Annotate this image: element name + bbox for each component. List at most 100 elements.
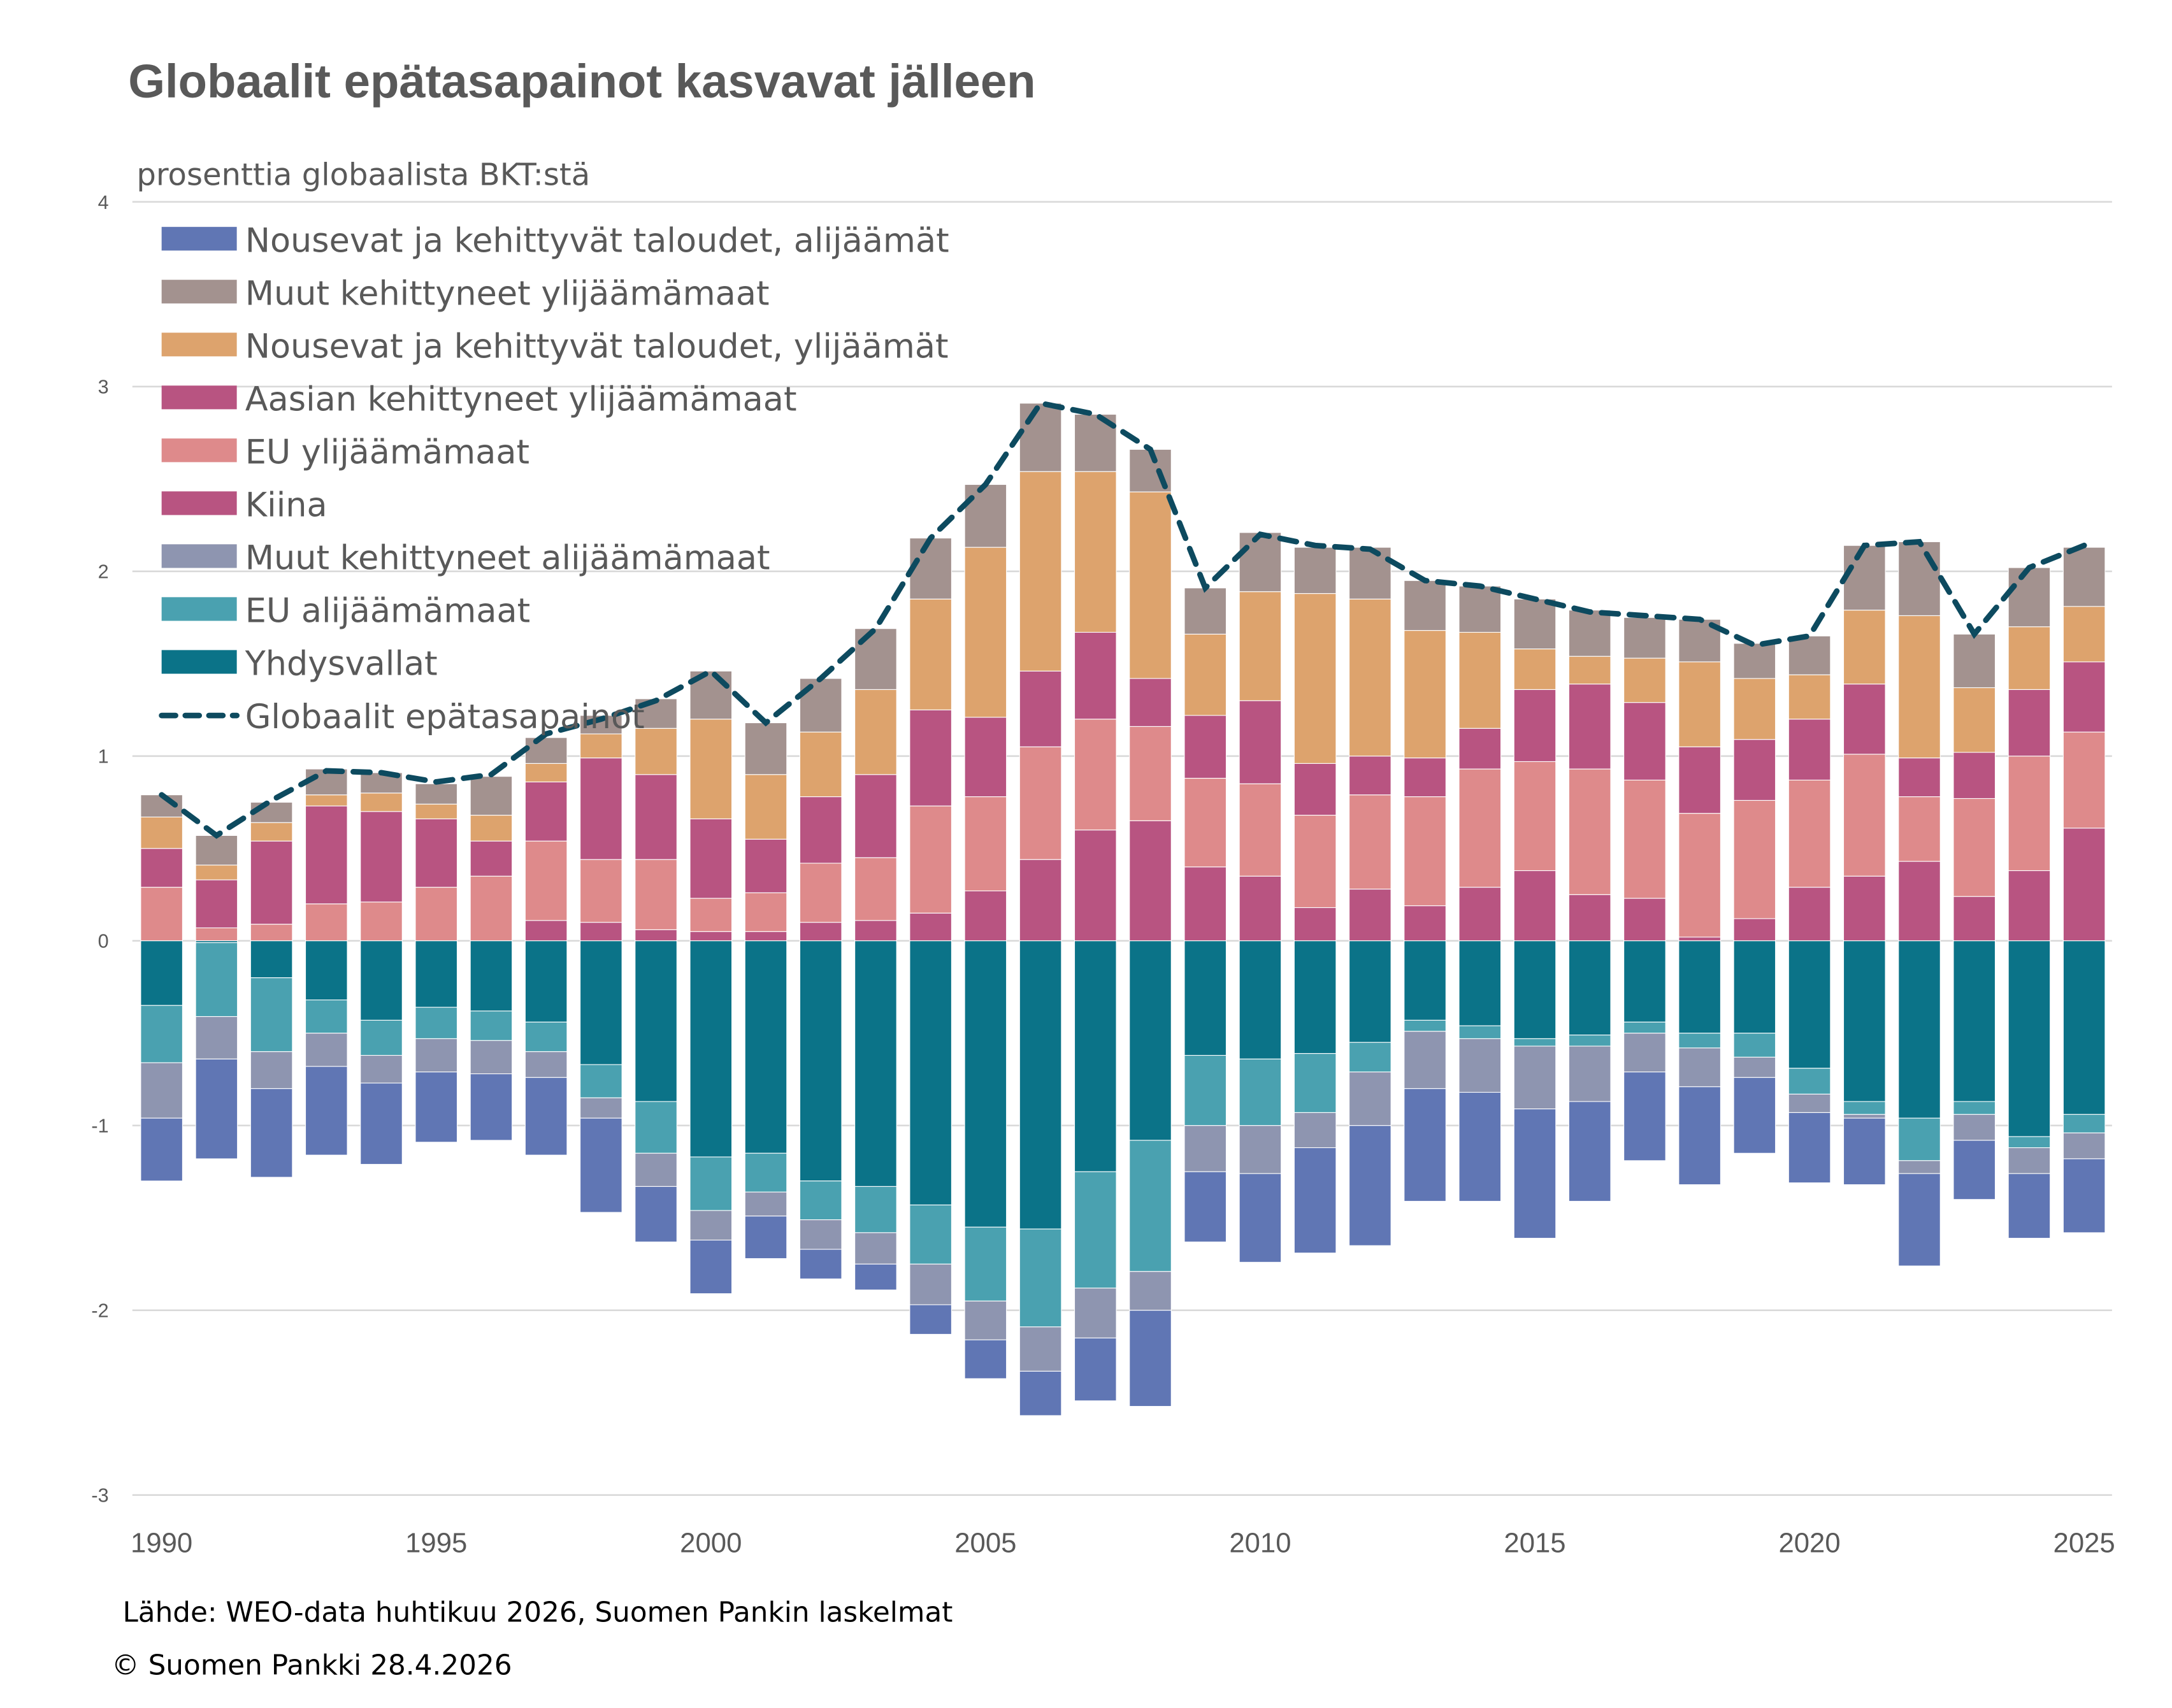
bar-segment — [1404, 1019, 1446, 1032]
bar-segment — [1898, 940, 1941, 1119]
bar-segment — [1513, 598, 1557, 650]
bar-segment — [1513, 1109, 1557, 1239]
bar-segment — [250, 1051, 293, 1089]
bar-segment — [1788, 887, 1831, 942]
bar-segment — [964, 940, 1007, 1228]
bar-segment — [1898, 615, 1941, 759]
bar-segment — [1733, 1056, 1776, 1078]
copyright-note: © Suomen Pankki 28.4.2026 — [111, 1649, 512, 1682]
bar-segment — [1349, 889, 1392, 942]
y-tick-label: 3 — [98, 377, 109, 398]
bar-segment — [1019, 1326, 1062, 1372]
bar-segment — [305, 903, 348, 942]
bar-segment — [1458, 1038, 1502, 1093]
bar-segment — [1239, 532, 1282, 592]
bar-segment — [1019, 1228, 1062, 1328]
bar-segment — [2062, 828, 2106, 942]
bar-segment — [1843, 875, 1886, 942]
bar-segment — [2008, 1136, 2051, 1149]
bar-segment — [635, 728, 677, 775]
bar-segment — [744, 722, 788, 775]
bar-segment — [524, 781, 568, 842]
legend: Nousevat ja kehittyvät taloudet, alijääm… — [159, 221, 949, 736]
bar-segment — [1074, 1288, 1117, 1338]
bar-segment — [1074, 1337, 1117, 1402]
bar-segment — [470, 875, 513, 942]
bar-segment — [1623, 1021, 1666, 1034]
bar-segment — [799, 1219, 842, 1250]
bar-segment — [580, 1117, 622, 1213]
bar-segment — [524, 940, 568, 1023]
bar-segment — [1184, 587, 1227, 635]
bar-segment — [799, 1249, 842, 1279]
bar-segment — [799, 922, 842, 942]
bar-segment — [1678, 661, 1721, 747]
source-note: Lähde: WEO-data huhtikuu 2026, Suomen Pa… — [122, 1597, 953, 1629]
bar-segment — [744, 838, 788, 893]
bar-segment — [195, 1058, 238, 1159]
bar-segment — [2008, 626, 2051, 690]
bar-segment — [1898, 796, 1941, 862]
bar-segment — [305, 805, 348, 905]
bar-segment — [1788, 635, 1831, 675]
bar-segment — [1953, 1140, 1996, 1200]
bar-segment — [2008, 870, 2051, 942]
bar-segment — [195, 1016, 238, 1059]
bar-segment — [1898, 861, 1941, 942]
bar-segment — [1074, 631, 1117, 720]
bar-segment — [524, 1051, 568, 1078]
bar-segment — [1129, 1140, 1172, 1272]
bar-segment — [195, 835, 238, 866]
x-tick-label: 2000 — [680, 1527, 742, 1558]
bar-segment — [964, 1226, 1007, 1302]
x-tick-label: 1990 — [131, 1527, 192, 1558]
bar-segment — [1568, 940, 1611, 1036]
bar-segment — [195, 942, 238, 1017]
bar-segment — [1953, 798, 1996, 897]
bar-segment — [744, 940, 788, 1154]
bar-segment — [1513, 940, 1557, 1039]
bar-segment — [360, 901, 403, 942]
bar-segment — [1953, 687, 1996, 753]
bar-segment — [1019, 471, 1062, 671]
bar-segment — [1239, 940, 1282, 1059]
bar-segment — [1733, 1033, 1776, 1058]
bar-segment — [1239, 1125, 1282, 1174]
bar-segment — [1788, 779, 1831, 888]
bar-segment — [1568, 1035, 1611, 1047]
bar-segment — [2062, 1158, 2106, 1233]
bar-segment — [1733, 678, 1776, 740]
bar-segment — [470, 815, 513, 842]
bar-segment — [1404, 940, 1446, 1021]
bar-segment — [2062, 547, 2106, 607]
bar-segment — [1623, 617, 1666, 659]
bar-segment — [1458, 1025, 1502, 1039]
bar-segment — [1843, 684, 1886, 755]
bar-segment — [2008, 940, 2051, 1137]
legend-label: Kiina — [245, 486, 327, 525]
bar-segment — [1733, 643, 1776, 679]
bar-segment — [1898, 757, 1941, 798]
bar-segment — [909, 538, 952, 599]
bar-segment — [1404, 1031, 1446, 1089]
bar-segment — [140, 940, 183, 1006]
bar-segment — [1568, 656, 1611, 685]
bar-segment — [635, 929, 677, 942]
bar-segment — [1843, 1114, 1886, 1119]
y-tick-label: -1 — [91, 1116, 108, 1137]
bar-segment — [1513, 761, 1557, 872]
bar-segment — [2008, 689, 2051, 757]
legend-swatch — [161, 227, 237, 251]
legend-label: Globaalit epätasapainot — [245, 698, 645, 736]
legend-swatch — [161, 491, 237, 515]
x-tick-label: 2025 — [2053, 1527, 2115, 1558]
y-axis-ticks: -3 -2 -1 0 1 2 3 4 — [91, 192, 108, 1507]
bar-segment — [1678, 813, 1721, 938]
bar-segment — [1953, 633, 1996, 689]
bar-segment — [1129, 1271, 1172, 1311]
bar-segment — [1678, 746, 1721, 814]
bar-segment — [1623, 702, 1666, 781]
bar-segment — [1129, 491, 1172, 679]
bar-segment — [1788, 1112, 1831, 1184]
bar-segment — [2062, 661, 2106, 733]
